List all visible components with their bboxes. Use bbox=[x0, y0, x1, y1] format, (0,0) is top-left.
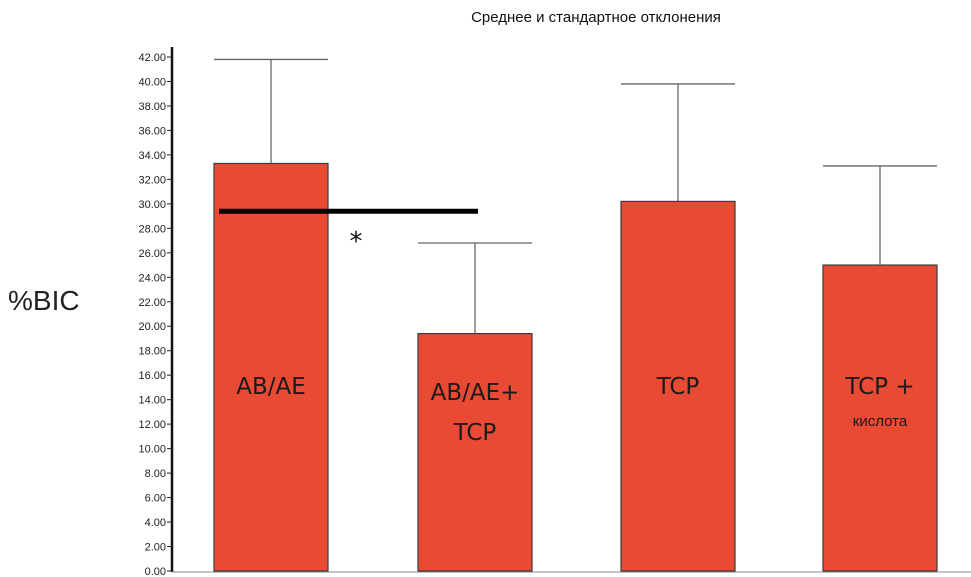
bar-sublabel: кислота bbox=[853, 413, 908, 430]
bar bbox=[822, 264, 938, 572]
y-tick-label: 34.00 bbox=[138, 150, 166, 162]
y-tick-label: 32.00 bbox=[138, 174, 166, 186]
y-tick-label: 18.00 bbox=[138, 346, 166, 358]
y-tick-label: 42.00 bbox=[138, 52, 166, 64]
y-tick-label: 30.00 bbox=[138, 199, 166, 211]
y-tick-label: 6.00 bbox=[145, 493, 166, 505]
y-tick-label: 24.00 bbox=[138, 272, 166, 284]
y-tick-label: 36.00 bbox=[138, 125, 166, 137]
y-tick-label: 20.00 bbox=[138, 321, 166, 333]
y-tick-label: 12.00 bbox=[138, 419, 166, 431]
y-tick-label: 26.00 bbox=[138, 248, 166, 260]
y-axis-label: %BIC bbox=[8, 285, 80, 316]
bar bbox=[620, 200, 736, 572]
chart-title: Среднее и стандартное отклонения bbox=[471, 9, 721, 26]
y-axis: 0.00 2.00 4.00 6.00 8.00 10.00 12.00 14.00 16.00… bbox=[138, 47, 971, 577]
y-tick-label: 4.00 bbox=[145, 517, 166, 529]
bars-group: AB/AE AB/AE+ TCP TCP TCP + кислота * bbox=[213, 58, 938, 572]
significance-marker: * bbox=[350, 227, 363, 257]
bar-label: TCP bbox=[656, 374, 700, 400]
bar bbox=[417, 332, 533, 572]
y-tick-label: 10.00 bbox=[138, 444, 166, 456]
y-tick-label: 40.00 bbox=[138, 76, 166, 88]
y-tick-label: 16.00 bbox=[138, 370, 166, 382]
y-tick-label: 38.00 bbox=[138, 101, 166, 113]
y-tick-label: 2.00 bbox=[145, 542, 166, 554]
y-tick-label: 22.00 bbox=[138, 297, 166, 309]
y-tick-label: 8.00 bbox=[145, 468, 166, 480]
y-tick-label: 28.00 bbox=[138, 223, 166, 235]
bar-label: AB/AE+ bbox=[431, 380, 520, 406]
bar-label: TCP bbox=[453, 420, 497, 446]
bar-label: TCP + bbox=[844, 374, 914, 400]
bar-label: AB/AE bbox=[236, 374, 306, 400]
bar bbox=[213, 162, 329, 572]
y-tick-label: 0.00 bbox=[145, 566, 166, 577]
y-tick-label: 14.00 bbox=[138, 395, 166, 407]
